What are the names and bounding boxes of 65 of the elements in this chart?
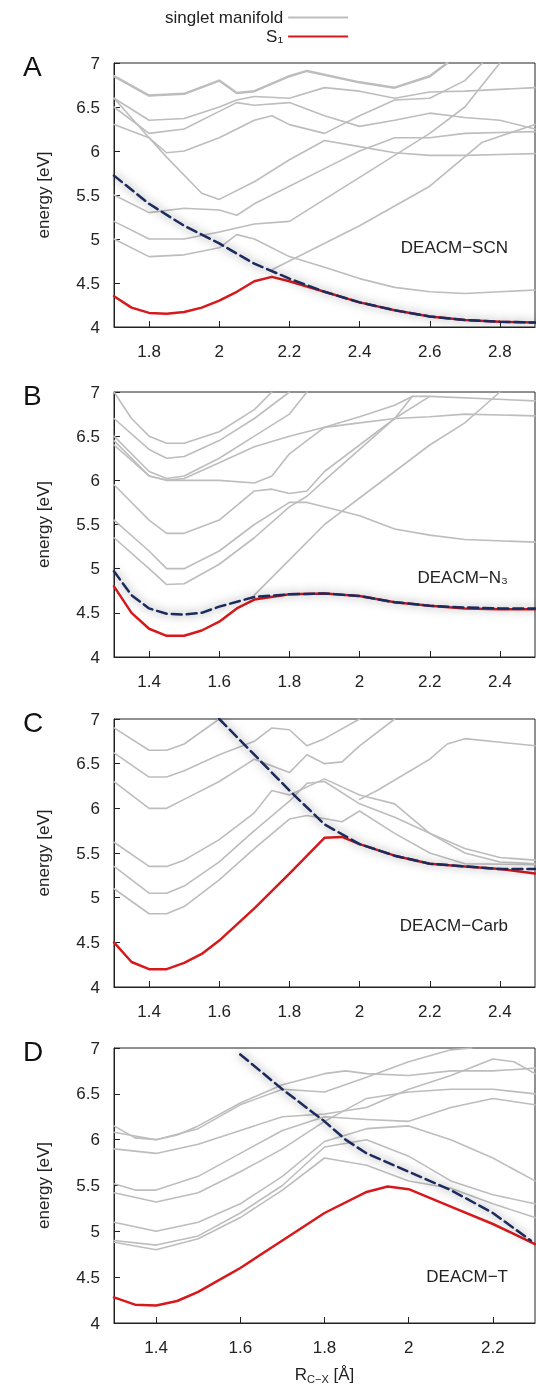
annotation: DEACM−T <box>426 1267 509 1286</box>
y-tick-label: 5 <box>90 559 100 579</box>
legend-label: S₁ <box>266 27 284 46</box>
chart-title: C <box>23 706 44 738</box>
annotation: DEACM−SCN <box>400 238 509 258</box>
x-tick-label: 2.6 <box>417 342 442 361</box>
y-tick-label: 4.5 <box>76 932 100 952</box>
y-tick-label: 6 <box>90 1130 100 1150</box>
x-tick-label: 1.4 <box>144 1338 168 1357</box>
annotation: DEACM−Carb <box>399 915 508 935</box>
y-tick-label: 6 <box>90 798 100 818</box>
y-tick-label: 4 <box>90 317 100 337</box>
x-tick-label: 1.8 <box>312 1338 337 1357</box>
y-tick-label: 7 <box>90 709 100 729</box>
x-tick-label: 2.4 <box>488 1002 512 1021</box>
x-tick-label: 1.6 <box>207 1002 232 1021</box>
y-axis-title: energy [eV] <box>34 809 53 897</box>
y-tick-label: 4 <box>90 647 100 667</box>
y-axis-title: energy [eV] <box>34 151 53 239</box>
y-tick-label: 5 <box>90 229 100 249</box>
x-tick-label: 2 <box>214 342 224 361</box>
x-tick-label: 1.4 <box>137 672 161 691</box>
y-tick-label: 6.5 <box>76 426 100 446</box>
chart-title: A <box>23 50 42 82</box>
x-tick-label: 2.8 <box>488 342 512 361</box>
y-tick-label: 6 <box>90 470 100 490</box>
y-tick-label: 7 <box>90 382 100 402</box>
x-tick-label: 2.2 <box>417 672 442 691</box>
y-tick-label: 5.5 <box>76 185 100 205</box>
x-tick-label: 1.8 <box>277 672 302 691</box>
y-tick-label: 4.5 <box>76 1267 100 1287</box>
x-tick-label: 2.2 <box>481 1338 505 1357</box>
annotation: DEACM−N₃ <box>417 567 509 587</box>
chart-title: B <box>23 379 42 411</box>
y-axis-title: energy [eV] <box>34 1142 53 1229</box>
legend-label: singlet manifold <box>165 8 284 27</box>
x-tick-label: 2 <box>354 1002 365 1021</box>
y-tick-label: 4 <box>90 1313 100 1333</box>
y-axis-title: energy [eV] <box>34 481 53 568</box>
y-tick-label: 7 <box>90 1038 100 1058</box>
y-tick-label: 6.5 <box>76 97 100 117</box>
y-tick-label: 6.5 <box>76 754 100 774</box>
y-tick-label: 6 <box>90 141 100 161</box>
chart-title: D <box>23 1035 44 1067</box>
y-tick-label: 4 <box>90 977 100 997</box>
y-tick-label: 5.5 <box>76 1176 100 1195</box>
y-tick-label: 4.5 <box>76 603 100 623</box>
x-tick-label: 1.8 <box>277 1002 302 1021</box>
x-tick-label: 2.2 <box>417 1002 442 1021</box>
x-tick-label: 1.4 <box>137 1002 161 1021</box>
x-tick-label: 1.6 <box>207 672 232 691</box>
x-tick-label: 1.8 <box>137 342 161 361</box>
x-tick-label: 1.6 <box>228 1338 253 1357</box>
y-tick-label: 5 <box>90 1221 100 1241</box>
y-tick-label: 5 <box>90 888 100 908</box>
x-tick-label: 2 <box>403 1338 414 1357</box>
x-tick-label: 2 <box>354 672 365 691</box>
y-tick-label: 4.5 <box>76 273 100 293</box>
x-tick-label: 2.2 <box>277 342 302 361</box>
x-tick-label: 2.4 <box>347 342 372 361</box>
y-tick-label: 7 <box>90 53 100 73</box>
y-tick-label: 5.5 <box>76 843 100 863</box>
x-tick-label: 2.4 <box>488 672 512 691</box>
y-tick-label: 5.5 <box>76 515 100 534</box>
y-tick-label: 6.5 <box>76 1084 100 1104</box>
